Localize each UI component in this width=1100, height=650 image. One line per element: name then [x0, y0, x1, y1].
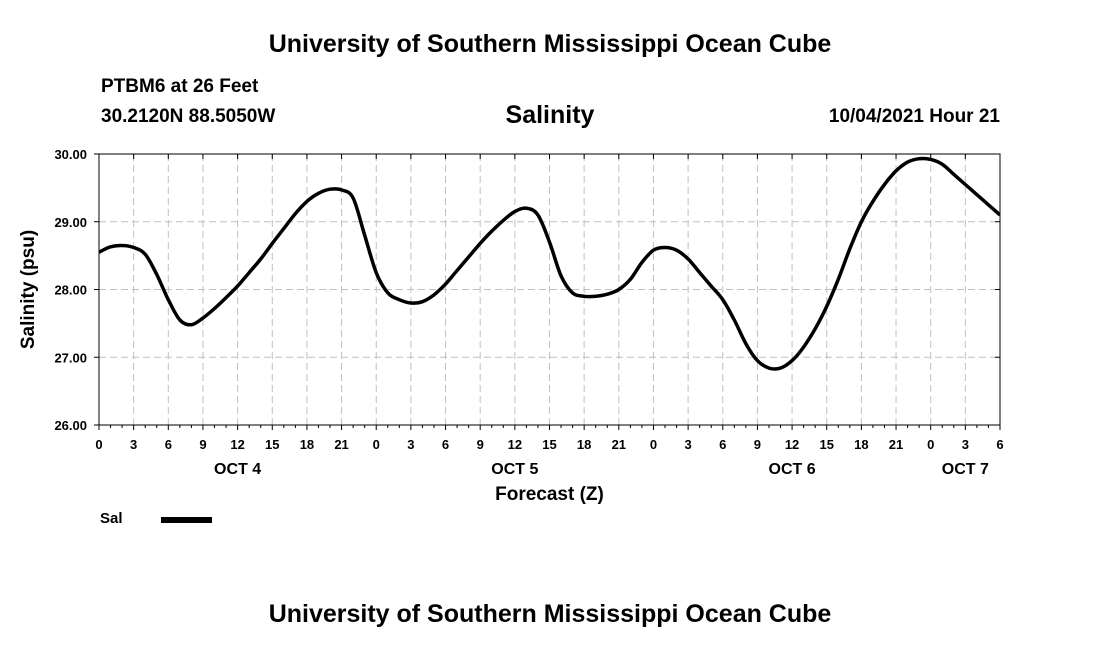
x-tick-label-8: 0: [373, 437, 380, 452]
x-tick-label-26: 6: [996, 437, 1003, 452]
x-tick-label-10: 6: [442, 437, 449, 452]
y-axis-label: Salinity (psu): [18, 230, 39, 349]
x-tick-label-22: 18: [854, 437, 868, 452]
x-tick-label-15: 21: [612, 437, 626, 452]
x-tick-label-0: 0: [95, 437, 102, 452]
footer-title: University of Southern Mississippi Ocean…: [268, 600, 832, 628]
x-tick-label-9: 3: [407, 437, 414, 452]
y-tick-label-4: 30.00: [54, 147, 87, 162]
x-tick-label-2: 6: [165, 437, 172, 452]
x-tick-label-3: 9: [199, 437, 206, 452]
legend-swatch: [161, 517, 212, 523]
legend-label: Sal: [100, 510, 123, 527]
date-hour-label: 10/04/2021 Hour 21: [828, 106, 1000, 127]
day-label-3: OCT 7: [942, 461, 989, 478]
x-tick-label-7: 21: [334, 437, 348, 452]
x-tick-label-17: 3: [684, 437, 691, 452]
x-tick-label-4: 12: [230, 437, 244, 452]
x-tick-label-18: 6: [719, 437, 726, 452]
x-tick-label-13: 15: [542, 437, 556, 452]
coordinates-label: 30.2120N 88.5050W: [101, 106, 276, 127]
y-tick-label-2: 28.00: [54, 283, 87, 298]
x-tick-label-6: 18: [300, 437, 314, 452]
day-label-0: OCT 4: [214, 461, 261, 478]
y-tick-label-1: 27.00: [54, 350, 87, 365]
x-axis-label: Forecast (Z): [495, 484, 604, 505]
x-tick-label-23: 21: [889, 437, 903, 452]
y-tick-label-0: 26.00: [54, 418, 87, 433]
day-label-2: OCT 6: [769, 461, 816, 478]
x-tick-label-11: 9: [477, 437, 484, 452]
x-tick-label-24: 0: [927, 437, 934, 452]
x-tick-label-20: 12: [785, 437, 799, 452]
day-label-1: OCT 5: [491, 461, 538, 478]
x-tick-label-5: 15: [265, 437, 279, 452]
chart-title: Salinity: [505, 101, 595, 129]
x-tick-label-21: 15: [819, 437, 833, 452]
x-tick-label-1: 3: [130, 437, 137, 452]
x-tick-label-16: 0: [650, 437, 657, 452]
x-tick-label-14: 18: [577, 437, 591, 452]
series-line-sal: [99, 156, 1000, 371]
header-title: University of Southern Mississippi Ocean…: [268, 30, 832, 58]
x-tick-label-25: 3: [962, 437, 969, 452]
y-tick-label-3: 29.00: [54, 215, 87, 230]
station-label: PTBM6 at 26 Feet: [101, 76, 259, 97]
x-tick-label-12: 12: [508, 437, 522, 452]
x-tick-label-19: 9: [754, 437, 761, 452]
